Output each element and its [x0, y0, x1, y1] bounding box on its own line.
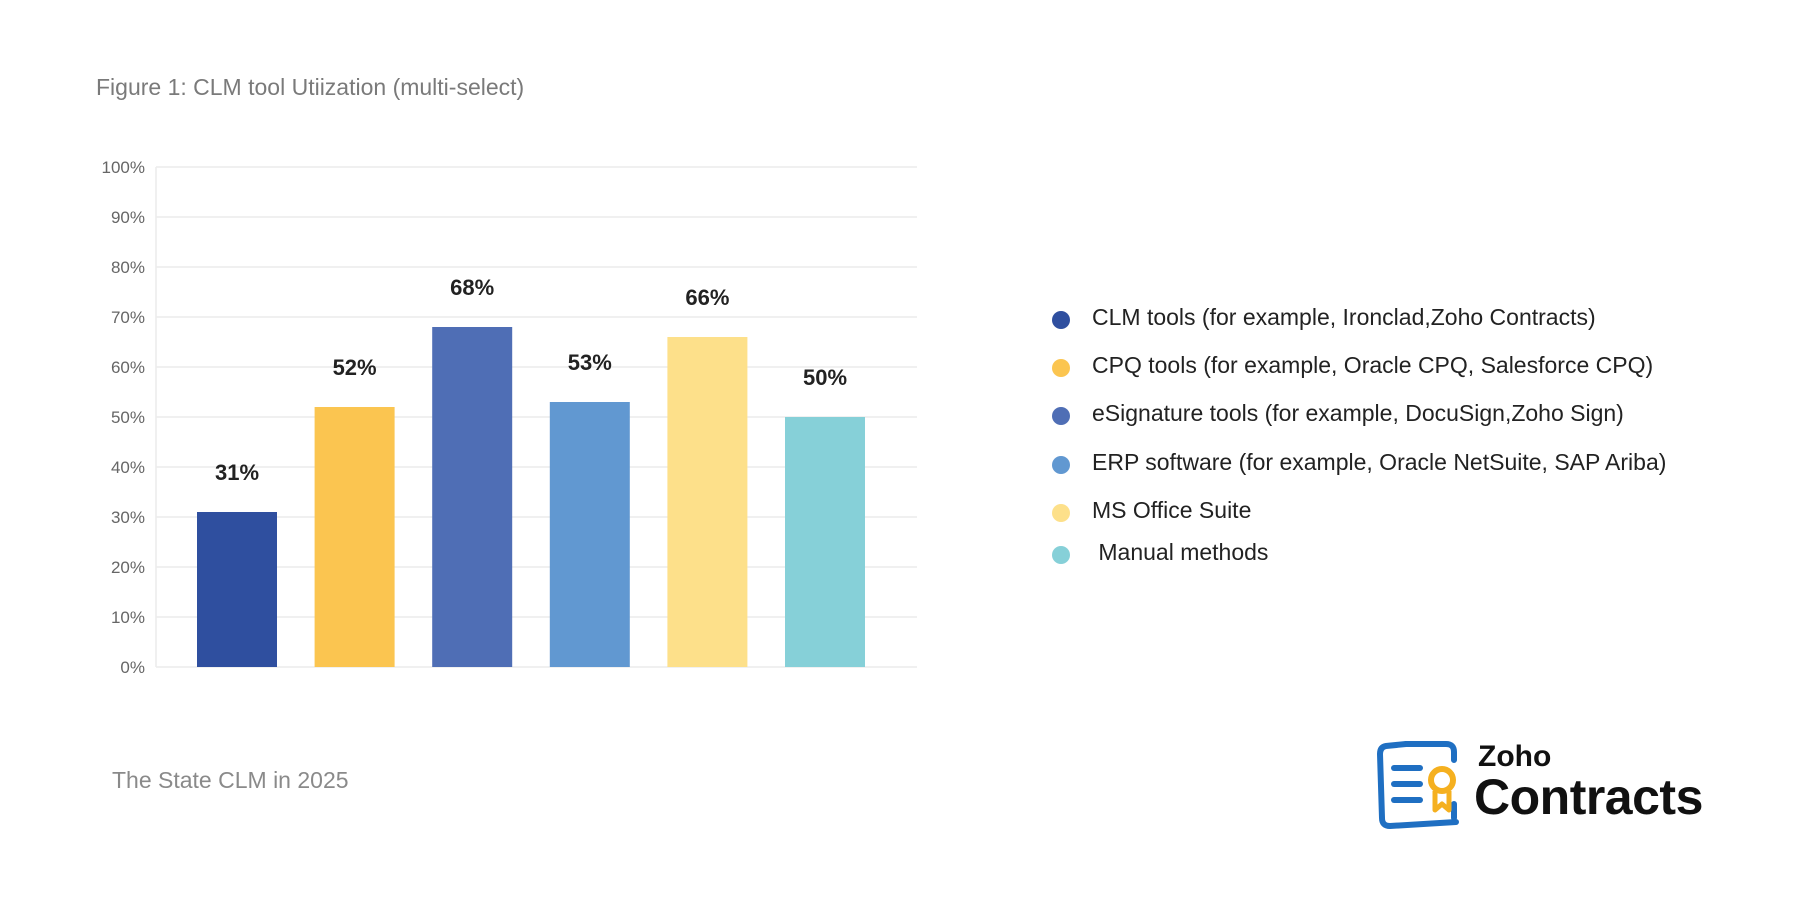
y-tick-label: 90% — [111, 208, 145, 227]
data-label: 66% — [685, 285, 729, 310]
legend-item: CPQ tools (for example, Oracle CPQ, Sale… — [1052, 352, 1653, 379]
y-tick-label: 70% — [111, 308, 145, 327]
legend-item: CLM tools (for example, Ironclad,Zoho Co… — [1052, 304, 1596, 331]
y-tick-label: 30% — [111, 508, 145, 527]
y-tick-label: 60% — [111, 358, 145, 377]
bar — [549, 402, 630, 667]
legend-item: ERP software (for example, Oracle NetSui… — [1052, 449, 1666, 476]
legend-dot-icon — [1052, 545, 1070, 564]
legend-label: CLM tools (for example, Ironclad,Zoho Co… — [1092, 304, 1596, 330]
y-tick-label: 100% — [102, 158, 145, 177]
contract-document-icon — [1376, 741, 1459, 830]
data-label: 50% — [803, 365, 847, 390]
y-tick-label: 50% — [111, 408, 145, 427]
legend-item: Manual methods — [1052, 539, 1268, 566]
data-label: 53% — [568, 350, 612, 375]
data-label: 68% — [450, 275, 494, 300]
legend-label: Manual methods — [1092, 539, 1269, 565]
legend-dot-icon — [1052, 455, 1070, 474]
bar — [785, 417, 865, 667]
legend-label: MS Office Suite — [1092, 497, 1252, 523]
legend-dot-icon — [1052, 310, 1070, 329]
figure-title: Figure 1: CLM tool Utiization (multi-sel… — [96, 74, 525, 100]
data-label: 52% — [333, 355, 377, 380]
legend-label: CPQ tools (for example, Oracle CPQ, Sale… — [1092, 352, 1654, 378]
logo-text-zoho: Zoho — [1478, 740, 1552, 773]
legend-label: eSignature tools (for example, DocuSign,… — [1092, 400, 1624, 426]
y-tick-label: 10% — [111, 608, 145, 627]
legend-dot-icon — [1052, 503, 1070, 522]
zoho-contracts-logo: Zoho Contracts — [1376, 738, 1716, 830]
legend-label: ERP software (for example, Oracle NetSui… — [1092, 449, 1667, 475]
data-label: 31% — [215, 460, 259, 485]
legend-item: MS Office Suite — [1052, 497, 1251, 524]
bar — [432, 327, 513, 667]
y-tick-label: 20% — [111, 558, 145, 577]
logo-text-contracts: Contracts — [1474, 769, 1703, 825]
y-tick-label: 0% — [120, 658, 145, 677]
y-tick-label: 40% — [111, 458, 145, 477]
bar — [197, 512, 277, 667]
bar — [314, 407, 395, 667]
legend-item: eSignature tools (for example, DocuSign,… — [1052, 400, 1624, 427]
legend-dot-icon — [1052, 406, 1070, 425]
bar — [667, 337, 748, 667]
footer-text: The State CLM in 2025 — [112, 767, 349, 793]
legend-dot-icon — [1052, 358, 1070, 377]
y-tick-label: 80% — [111, 258, 145, 277]
